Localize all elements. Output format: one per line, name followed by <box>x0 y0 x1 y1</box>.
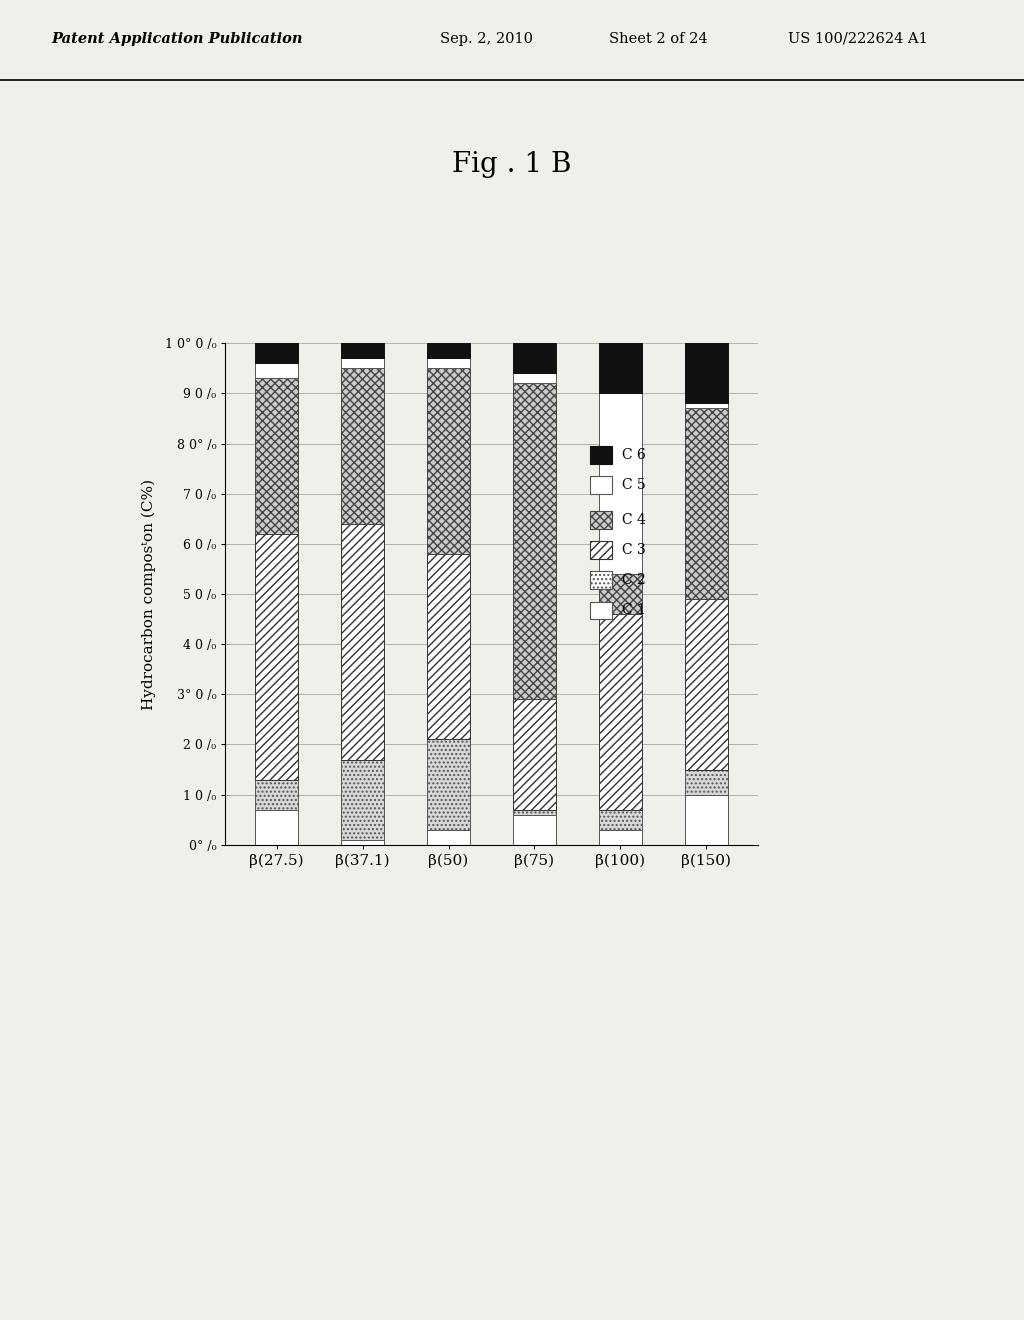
Bar <box>255 363 298 379</box>
Bar <box>341 358 384 368</box>
Text: C 5: C 5 <box>622 478 646 492</box>
Bar <box>341 840 384 845</box>
Text: US 100/222624 A1: US 100/222624 A1 <box>788 32 928 46</box>
Bar <box>513 343 556 374</box>
Bar <box>427 358 470 368</box>
Bar <box>255 809 298 845</box>
Text: C 3: C 3 <box>622 543 646 557</box>
Text: C 4: C 4 <box>622 513 646 527</box>
Bar <box>590 602 611 619</box>
Bar <box>427 830 470 845</box>
Bar <box>427 343 470 358</box>
Text: C 6: C 6 <box>622 447 646 462</box>
Bar <box>513 383 556 700</box>
Bar <box>341 524 384 759</box>
Bar <box>599 809 642 830</box>
Bar <box>341 343 384 358</box>
Text: Sheet 2 of 24: Sheet 2 of 24 <box>609 32 708 46</box>
Bar <box>590 572 611 589</box>
Bar <box>427 554 470 739</box>
Bar <box>599 393 642 574</box>
Bar <box>599 343 642 393</box>
Bar <box>427 739 470 830</box>
Bar <box>513 814 556 845</box>
Bar <box>685 404 728 408</box>
Bar <box>513 700 556 809</box>
Bar <box>255 780 298 809</box>
Bar <box>590 477 611 494</box>
Text: Patent Application Publication: Patent Application Publication <box>51 32 303 46</box>
Text: Fig . 1 B: Fig . 1 B <box>453 152 571 178</box>
Bar <box>685 599 728 770</box>
Bar <box>599 830 642 845</box>
Y-axis label: Hydrocarbon composᵗon (C%): Hydrocarbon composᵗon (C%) <box>142 478 157 710</box>
Bar <box>255 343 298 363</box>
Bar <box>599 574 642 614</box>
Bar <box>255 533 298 780</box>
Bar <box>590 511 611 529</box>
Bar <box>599 614 642 809</box>
Bar <box>427 368 470 554</box>
Bar <box>685 408 728 599</box>
Bar <box>590 541 611 558</box>
Text: Sep. 2, 2010: Sep. 2, 2010 <box>440 32 534 46</box>
Bar <box>513 809 556 814</box>
Bar <box>341 368 384 524</box>
Text: C 1: C 1 <box>622 603 646 618</box>
Bar <box>341 759 384 840</box>
Bar <box>685 795 728 845</box>
Bar <box>685 770 728 795</box>
Bar <box>685 343 728 404</box>
Bar <box>513 374 556 383</box>
Bar <box>590 446 611 463</box>
Text: C 2: C 2 <box>622 573 646 587</box>
Bar <box>255 379 298 533</box>
